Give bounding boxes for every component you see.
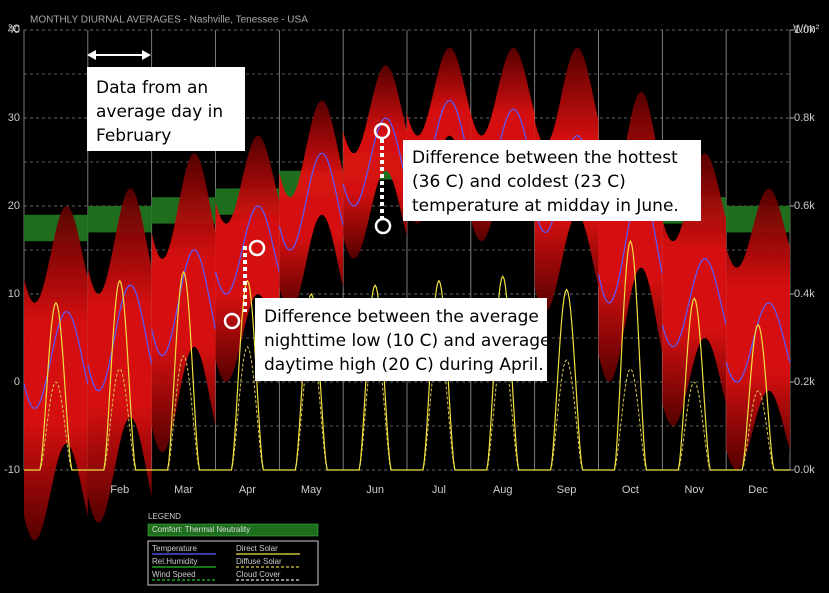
direct-solar-line — [24, 301, 88, 471]
annotation-text: temperature at midday in June. — [412, 196, 679, 216]
temperature-line — [23, 310, 89, 410]
x-tick-label: Jul — [432, 484, 446, 496]
direct-solar-line — [407, 279, 471, 471]
arrow-head — [142, 50, 151, 60]
arrow-head — [87, 50, 96, 60]
x-tick-label: Feb — [110, 484, 129, 496]
annotation-text: (36 C) and coldest (23 C) — [412, 172, 626, 192]
y2-tick-label: 1.0k — [794, 24, 815, 36]
direct-solar-line — [279, 292, 344, 471]
temperature-range — [279, 100, 344, 312]
y2-tick-label: 0.2k — [794, 376, 815, 388]
marker-circle — [373, 122, 391, 140]
direct-solar-line — [598, 239, 663, 471]
x-tick-label: Nov — [684, 484, 704, 496]
temperature-line — [214, 205, 280, 295]
legend-label: Temperature — [152, 544, 197, 553]
temperature-range — [662, 153, 727, 426]
direct-solar-line — [662, 297, 727, 471]
direct-solar-line — [151, 270, 216, 471]
y2-tick-label: 0.0k — [794, 464, 815, 476]
temperature-range — [87, 188, 152, 523]
legend-comfort-label: Comfort: Thermal Neutrality — [152, 525, 250, 534]
annotation-text: Difference between the average — [264, 307, 539, 327]
annotation-text: average day in — [96, 102, 223, 122]
temperature-range — [151, 153, 216, 453]
temperature-line — [151, 249, 217, 357]
y-tick-label: 20 — [8, 200, 20, 212]
temperature-range — [24, 206, 88, 541]
legend-label: Diffuse Solar — [236, 557, 282, 566]
y-tick-label: 0 — [14, 376, 20, 388]
y2-tick-label: 0.8k — [794, 112, 815, 124]
x-tick-label: May — [301, 484, 322, 496]
legend-label: Wind Speed — [152, 570, 196, 579]
y-tick-label: 40 — [8, 24, 20, 36]
marker-circle — [374, 217, 392, 235]
x-tick-label: Mar — [174, 484, 193, 496]
marker-circle — [248, 239, 266, 257]
y-tick-label: -10 — [4, 464, 20, 476]
legend-comfort — [147, 523, 319, 537]
legend-label: Rel.Humidity — [152, 557, 197, 566]
temperature-range — [343, 65, 407, 259]
annotation-text: Data from an — [96, 78, 208, 98]
annotation-text: February — [96, 126, 171, 146]
legend-box — [147, 540, 319, 586]
x-tick-label: Oct — [622, 484, 639, 496]
temperature-line — [661, 258, 727, 348]
legend-label: Cloud Cover — [236, 570, 281, 579]
annotation-text: Difference between the hottest — [412, 148, 678, 168]
direct-solar-line — [534, 288, 599, 471]
annotations: Data from an average day in February Differ… — [87, 50, 701, 381]
temperature-line — [87, 284, 153, 392]
y-unit: °C — [8, 23, 20, 35]
x-tick-label: Sep — [557, 484, 577, 496]
legend: LEGEND Comfort: Thermal Neutrality Tempe… — [147, 512, 319, 586]
direct-solar-line — [343, 283, 407, 471]
temperature-line — [725, 302, 791, 383]
y-tick-label: 30 — [8, 112, 20, 124]
temperature-range — [215, 135, 280, 382]
x-tick-label: Aug — [493, 484, 513, 496]
annotation-box — [403, 140, 701, 221]
y2-tick-label: 0.4k — [794, 288, 815, 300]
y-tick-label: 10 — [8, 288, 20, 300]
direct-solar-line — [470, 275, 535, 471]
y2-unit: W/m² — [793, 23, 820, 35]
temperature-line — [278, 152, 344, 251]
annotation-box — [255, 298, 547, 381]
legend-title: LEGEND — [148, 512, 181, 521]
x-tick-label: Jun — [366, 484, 384, 496]
y2-tick-label: 0.6k — [794, 200, 815, 212]
annotation-text: nighttime low (10 C) and average — [264, 331, 551, 351]
temperature-range — [726, 188, 790, 470]
x-tick-label: Dec — [748, 484, 768, 496]
direct-solar-line — [726, 323, 790, 471]
legend-label: Direct Solar — [236, 544, 278, 553]
marker-circle — [223, 312, 241, 330]
annotation-text: daytime high (20 C) during April. — [264, 355, 544, 375]
direct-solar-line — [215, 279, 280, 471]
temperature-line — [342, 117, 408, 207]
chart-title: MONTHLY DIURNAL AVERAGES - Nashville, Te… — [30, 15, 308, 26]
x-tick-label: Apr — [239, 484, 256, 496]
annotation-box — [87, 67, 245, 151]
direct-solar-line — [87, 279, 152, 471]
